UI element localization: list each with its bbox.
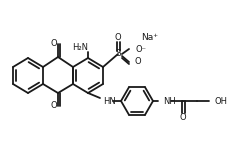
Text: O: O <box>50 101 57 111</box>
Text: Na⁺: Na⁺ <box>141 34 158 42</box>
Text: H₂N: H₂N <box>72 43 88 53</box>
Text: OH: OH <box>214 96 227 106</box>
Text: O⁻: O⁻ <box>135 45 146 53</box>
Text: NH: NH <box>162 96 175 106</box>
Text: O: O <box>179 114 185 122</box>
Text: HN: HN <box>103 96 115 106</box>
Text: O: O <box>114 34 121 42</box>
Text: O: O <box>134 58 141 66</box>
Text: S: S <box>115 50 120 58</box>
Text: O: O <box>50 40 57 48</box>
